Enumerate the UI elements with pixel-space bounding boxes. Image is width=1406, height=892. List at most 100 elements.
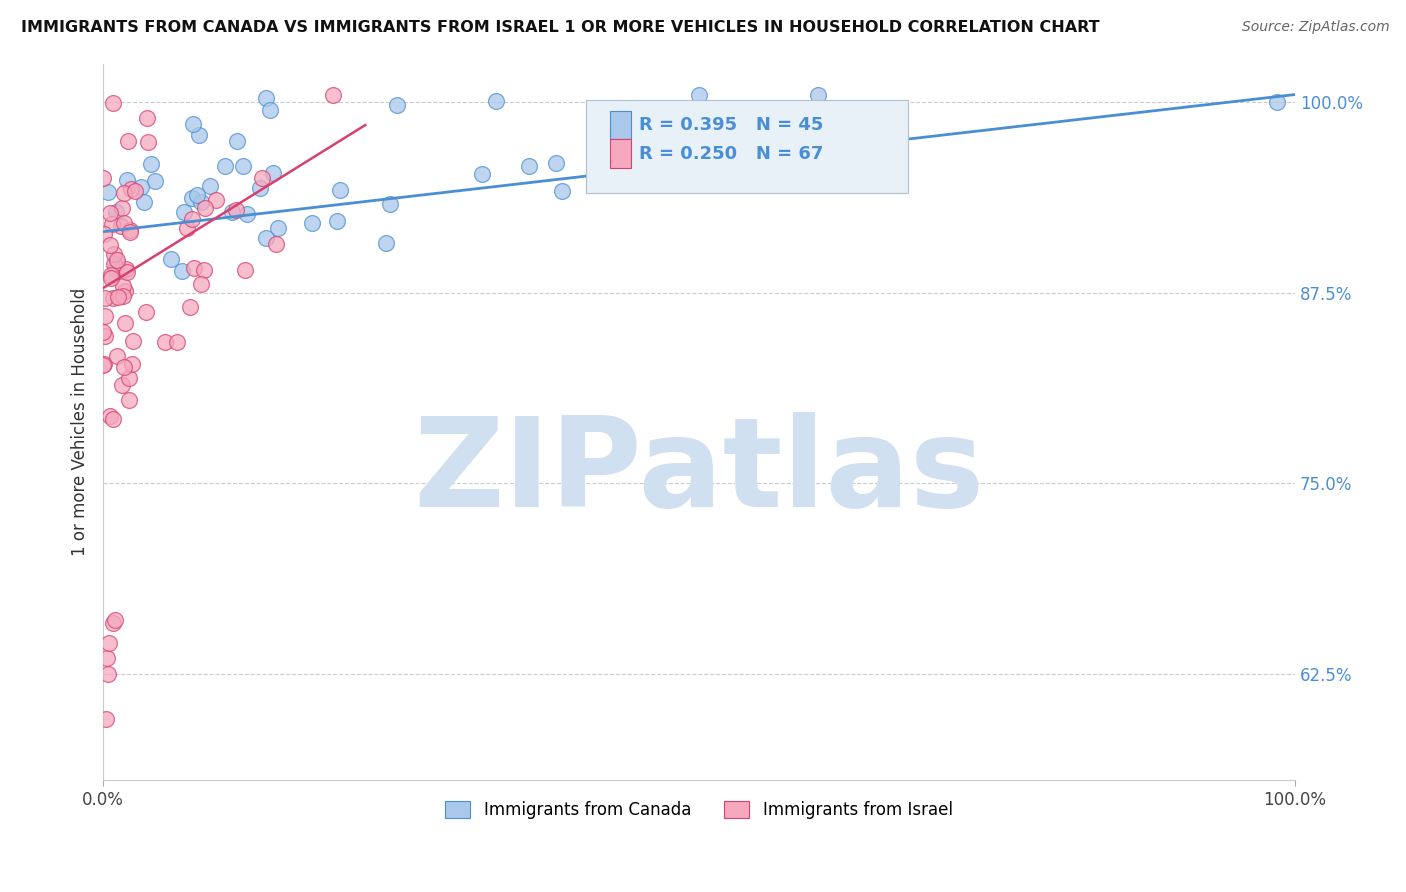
- FancyBboxPatch shape: [586, 100, 908, 193]
- Point: [183, 260, 205, 275]
- Point: [105, 253, 128, 268]
- Point: [97, 185, 120, 199]
- Point: [94, 329, 117, 343]
- Point: [110, 219, 132, 233]
- Point: [688, 87, 710, 102]
- Text: R = 0.250   N = 67: R = 0.250 N = 67: [640, 145, 824, 162]
- Point: [264, 237, 287, 252]
- Point: [114, 316, 136, 330]
- Point: [121, 357, 143, 371]
- Point: [471, 167, 494, 181]
- Point: [374, 236, 396, 251]
- Point: [385, 97, 408, 112]
- Point: [254, 231, 277, 245]
- Point: [100, 271, 122, 285]
- Point: [301, 216, 323, 230]
- Point: [118, 392, 141, 407]
- Point: [139, 157, 162, 171]
- Point: [117, 134, 139, 148]
- Point: [115, 261, 138, 276]
- Point: [107, 349, 129, 363]
- Point: [135, 305, 157, 319]
- Point: [120, 225, 142, 239]
- Point: [115, 172, 138, 186]
- Point: [100, 206, 122, 220]
- Point: [105, 255, 128, 269]
- Point: [326, 214, 349, 228]
- Point: [101, 616, 124, 631]
- Point: [112, 186, 135, 200]
- Point: [517, 159, 540, 173]
- Point: [190, 277, 212, 291]
- Point: [101, 95, 124, 110]
- Point: [329, 183, 352, 197]
- Point: [93, 325, 115, 339]
- Point: [259, 103, 281, 118]
- Point: [112, 360, 135, 375]
- Point: [103, 291, 125, 305]
- Point: [111, 289, 134, 303]
- Point: [179, 300, 201, 314]
- Point: [181, 212, 204, 227]
- Point: [544, 155, 567, 169]
- Point: [111, 378, 134, 392]
- Point: [380, 197, 402, 211]
- Point: [98, 636, 121, 650]
- Point: [200, 178, 222, 193]
- Text: ZIPatlas: ZIPatlas: [413, 412, 984, 533]
- Point: [111, 202, 134, 216]
- Point: [214, 160, 236, 174]
- Point: [485, 95, 508, 109]
- Point: [136, 135, 159, 149]
- Point: [250, 171, 273, 186]
- Point: [94, 712, 117, 726]
- Point: [117, 265, 139, 279]
- Point: [100, 268, 122, 282]
- Point: [176, 220, 198, 235]
- Point: [93, 359, 115, 373]
- Text: R = 0.395   N = 45: R = 0.395 N = 45: [640, 116, 824, 134]
- Point: [136, 111, 159, 125]
- Point: [112, 217, 135, 231]
- Point: [249, 181, 271, 195]
- Point: [120, 182, 142, 196]
- Point: [96, 651, 118, 665]
- Point: [112, 278, 135, 293]
- Point: [194, 201, 217, 215]
- Point: [181, 191, 204, 205]
- Point: [143, 174, 166, 188]
- Point: [188, 128, 211, 142]
- Point: [205, 193, 228, 207]
- Point: [124, 184, 146, 198]
- Point: [103, 257, 125, 271]
- Legend: Immigrants from Canada, Immigrants from Israel: Immigrants from Canada, Immigrants from …: [439, 794, 959, 826]
- Point: [807, 87, 830, 102]
- Point: [91, 170, 114, 185]
- Point: [551, 184, 574, 198]
- Point: [118, 371, 141, 385]
- Point: [592, 136, 614, 150]
- Point: [233, 262, 256, 277]
- Point: [170, 264, 193, 278]
- Point: [129, 179, 152, 194]
- Point: [190, 195, 212, 210]
- Point: [104, 613, 127, 627]
- Point: [122, 334, 145, 348]
- Point: [236, 207, 259, 221]
- Point: [173, 205, 195, 219]
- Point: [93, 227, 115, 241]
- Point: [226, 134, 249, 148]
- Point: [134, 194, 156, 209]
- Point: [1265, 95, 1288, 110]
- Point: [107, 290, 129, 304]
- Point: [254, 91, 277, 105]
- Point: [101, 411, 124, 425]
- Point: [186, 187, 208, 202]
- Point: [120, 223, 142, 237]
- Text: IMMIGRANTS FROM CANADA VS IMMIGRANTS FROM ISRAEL 1 OR MORE VEHICLES IN HOUSEHOLD: IMMIGRANTS FROM CANADA VS IMMIGRANTS FRO…: [21, 20, 1099, 35]
- Point: [262, 166, 284, 180]
- FancyBboxPatch shape: [610, 139, 631, 168]
- Point: [267, 221, 290, 235]
- Point: [114, 284, 136, 298]
- Point: [93, 357, 115, 371]
